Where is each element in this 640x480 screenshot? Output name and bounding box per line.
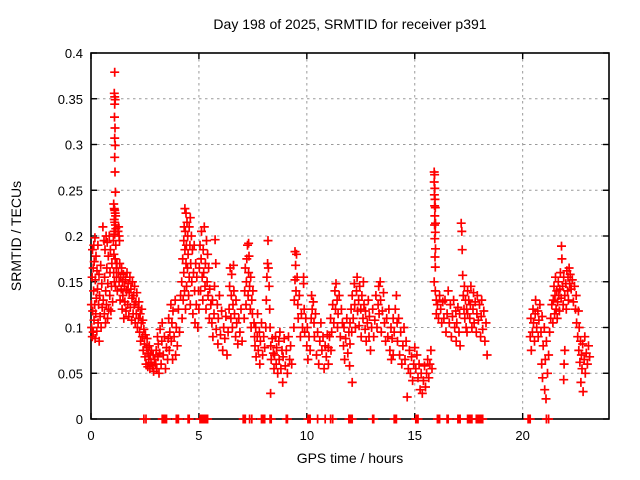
scatter-points: [86, 67, 595, 404]
x-tick-label: 15: [408, 428, 422, 443]
tick-labels: 0 5 10 15 20 0 0.05 0.1 0.15 0.2 0.25 0.3 0.35 0.4: [58, 46, 530, 443]
x-axis-label: GPS time / hours: [297, 450, 404, 466]
y-axis-label: SRMTID / TECUs: [8, 181, 24, 291]
zero-value-markers: [139, 414, 554, 424]
x-tick-label: 10: [300, 428, 314, 443]
y-tick-label: 0.1: [65, 321, 83, 336]
y-tick-label: 0: [76, 412, 83, 427]
axis-ticks: [90, 52, 609, 420]
chart-title: Day 198 of 2025, SRMTID for receiver p39…: [213, 16, 486, 32]
x-tick-label: 0: [87, 428, 94, 443]
y-tick-label: 0.25: [58, 183, 83, 198]
y-tick-label: 0.05: [58, 366, 83, 381]
y-tick-label: 0.15: [58, 275, 83, 290]
x-tick-label: 20: [515, 428, 529, 443]
y-tick-label: 0.2: [65, 229, 83, 244]
x-tick-label: 5: [195, 428, 202, 443]
y-tick-label: 0.3: [65, 138, 83, 153]
y-tick-label: 0.4: [65, 46, 83, 61]
y-tick-label: 0.35: [58, 92, 83, 107]
